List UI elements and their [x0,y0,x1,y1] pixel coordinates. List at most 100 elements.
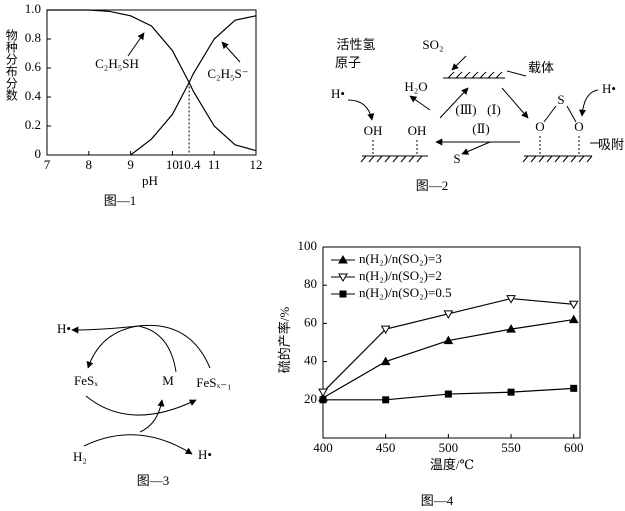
label: H₂ [73,449,87,464]
y-tick-label: 0.6 [25,59,42,74]
figure-2: 活性氢 原子 H• SO₂ 载体 H₂O (Ⅲ) (Ⅰ) (Ⅱ) OH OH S… [331,37,624,193]
y-tick-label: 0.4 [25,88,42,103]
x-tick-label: 9 [127,157,134,172]
marker [338,273,348,283]
marker [380,325,391,335]
label: OH [364,123,383,138]
label: S [557,92,564,107]
series-line [322,318,574,399]
surface [360,155,428,163]
bond [543,105,577,123]
label: H• [602,81,616,96]
legend-label: n(H₂)/n(SO₂)=0.5 [359,285,452,300]
label: O [574,119,583,134]
label: (Ⅱ) [472,121,490,136]
label: 载体 [528,60,554,75]
label: FeSₓ [74,373,98,388]
marker [380,356,391,366]
pointer [506,70,527,77]
caption: 图—2 [416,178,449,193]
marker [506,295,516,304]
y-tick-label: 0.8 [25,30,41,45]
label: (Ⅲ) [455,102,476,117]
arrow [461,141,491,155]
plot-frame [322,246,581,439]
series-line [47,9,257,152]
label: SO₂ [422,37,443,52]
x-axis-label: 温度/℃ [430,457,474,472]
label: OH [408,123,427,138]
marker [338,254,348,264]
label: H₂O [404,79,427,94]
caption: 图—3 [137,473,170,488]
y-tick-label: 100 [298,238,318,253]
marker [568,314,579,324]
x-tick-label: 7 [44,157,51,172]
y-tick-label: 1.0 [25,1,41,16]
arrow [139,399,165,433]
x-tick-label: 12 [250,157,263,172]
arrow [579,89,599,117]
y-axis-label: 硫的产率/% [277,307,292,374]
label: 活性氢 [336,37,375,52]
x-tick-label: 11 [208,157,221,172]
caption: 图—4 [421,493,454,508]
y-tick-label: 0.2 [25,117,41,132]
marker [319,396,327,404]
y-tick-label: 20 [304,391,317,406]
label: S [453,151,460,166]
label: 原子 [335,55,361,70]
marker [443,335,454,345]
y-tick-label: 60 [304,314,317,329]
marker [507,388,515,396]
x-axis-label: pH [142,173,158,188]
x-tick-label: 400 [313,440,333,455]
arrow [71,324,211,369]
reference-label: 10.4 [178,157,201,172]
arrow [137,325,177,373]
x-tick-label: 8 [86,157,93,172]
label-arrow [221,41,241,63]
caption: 图—1 [104,193,137,208]
y-tick-label: 80 [304,276,317,291]
arrow [83,434,193,455]
label: H• [331,86,345,101]
x-tick-label: 600 [564,440,584,455]
y-tick-label: 40 [304,353,317,368]
plot-frame [46,9,257,156]
label: FeSₓ₋₁ [196,375,231,390]
label: 吸附 [598,137,624,152]
marker [318,388,328,398]
figure-3: H• FeSₓ M FeSₓ₋₁ H₂ H• 图—3 [57,321,232,488]
series-line [130,15,257,156]
marker [444,390,452,398]
y-tick-label: 0 [35,146,42,161]
label: H• [198,447,212,462]
label-arrow [127,32,145,57]
series-label: C₂H₅SH [95,56,139,71]
arrow [451,55,467,71]
legend-label: n(H₂)/n(SO₂)=2 [359,268,442,283]
surface [522,155,593,163]
x-tick-label: 450 [376,440,396,455]
legend-label: n(H₂)/n(SO₂)=3 [359,251,442,266]
series-label: C₂H₅S⁻ [207,66,248,81]
label: H• [57,321,71,336]
arrow [409,95,431,111]
marker [339,290,347,298]
label: O [535,119,544,134]
y-axis-label: 物种分布分数 [4,29,18,102]
x-tick-label: 550 [501,440,521,455]
bond [372,136,580,156]
x-tick-label: 500 [439,440,459,455]
marker [443,310,454,319]
marker [570,384,578,392]
arrow [85,395,197,416]
label: M [162,373,174,388]
arrow [347,99,375,121]
support [443,71,505,79]
label: (Ⅰ) [487,102,501,117]
marker [382,396,390,404]
x-tick-label: 10 [166,157,179,172]
arrow [86,325,139,369]
